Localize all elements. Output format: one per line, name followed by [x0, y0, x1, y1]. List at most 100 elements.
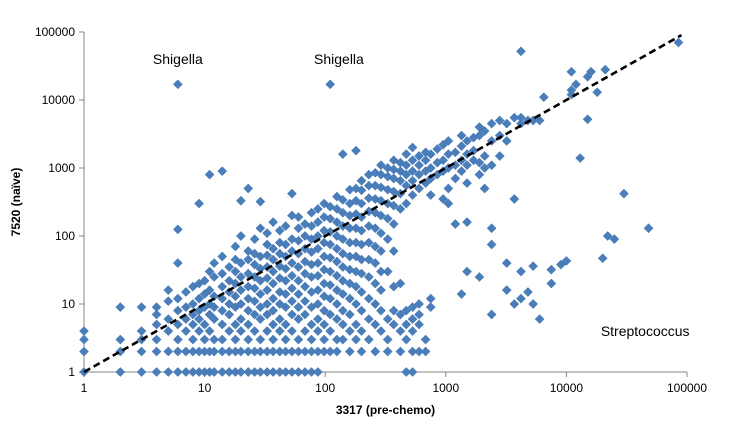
data-point	[420, 155, 431, 166]
x-tick-label: 10	[198, 381, 212, 395]
data-point	[262, 250, 273, 261]
data-point	[337, 194, 348, 205]
data-point	[425, 163, 436, 173]
data-point	[516, 266, 526, 277]
data-point	[363, 293, 374, 304]
data-point	[217, 166, 228, 176]
data-point	[293, 314, 304, 324]
data-point	[332, 346, 342, 357]
data-point	[115, 302, 126, 312]
data-point	[486, 309, 497, 320]
data-point	[376, 160, 386, 171]
data-point	[382, 346, 393, 357]
data-point	[163, 326, 174, 336]
data-point	[395, 204, 406, 214]
data-point	[382, 266, 393, 277]
data-point	[344, 278, 355, 289]
data-point	[414, 183, 424, 194]
data-point	[414, 346, 424, 357]
data-point	[249, 296, 260, 307]
data-point	[479, 151, 490, 161]
data-point	[332, 299, 342, 309]
data-point	[479, 163, 490, 173]
data-point	[268, 293, 279, 304]
data-point	[163, 314, 174, 324]
y-tick-labels: 1 10 100 1000 10000 100000	[35, 25, 84, 379]
data-point	[287, 326, 297, 336]
data-point	[313, 326, 323, 336]
data-point	[262, 299, 273, 309]
data-point	[163, 285, 174, 296]
data-point	[172, 346, 183, 357]
data-point	[236, 326, 246, 336]
data-point	[262, 239, 273, 250]
data-point	[571, 79, 581, 90]
data-point	[337, 289, 348, 299]
data-point	[582, 114, 593, 125]
data-point	[255, 367, 266, 377]
data-point	[450, 219, 461, 229]
data-point	[474, 122, 485, 132]
data-point	[337, 248, 348, 259]
data-point	[280, 221, 291, 231]
data-point	[370, 278, 381, 289]
data-point	[351, 251, 361, 262]
data-point	[287, 258, 297, 268]
data-point	[516, 46, 526, 57]
data-point	[243, 367, 254, 377]
data-point	[425, 190, 436, 200]
data-point	[395, 278, 406, 289]
data-point	[255, 196, 266, 207]
data-points	[79, 37, 684, 377]
data-point	[280, 319, 291, 330]
data-point	[337, 305, 348, 316]
data-point	[319, 319, 330, 330]
data-point	[313, 270, 323, 281]
data-point	[262, 273, 273, 284]
data-point	[217, 268, 228, 279]
data-point	[163, 296, 174, 307]
data-point	[456, 289, 467, 299]
data-point	[243, 305, 254, 316]
data-point	[319, 264, 330, 275]
y-tick-label: 100	[55, 229, 75, 243]
data-point	[313, 367, 323, 377]
data-point	[293, 212, 304, 222]
data-point	[204, 299, 215, 309]
data-point	[325, 213, 336, 224]
data-point	[370, 299, 381, 309]
data-point	[414, 160, 424, 171]
data-point	[181, 367, 191, 377]
data-point	[479, 126, 490, 136]
data-point	[462, 149, 472, 160]
data-point	[224, 309, 235, 320]
x-tick-labels: 1 10 100 1000 10000 100000	[81, 372, 707, 395]
data-point	[255, 302, 266, 312]
data-point	[255, 346, 266, 357]
data-point	[351, 299, 361, 309]
data-point	[370, 258, 381, 268]
data-point	[255, 334, 266, 345]
data-point	[172, 224, 183, 235]
data-point	[209, 302, 220, 312]
data-point	[534, 115, 545, 126]
data-point	[287, 234, 297, 244]
data-point	[376, 182, 386, 193]
data-point	[351, 183, 361, 194]
data-point	[268, 346, 279, 357]
data-point	[268, 278, 279, 289]
data-point	[274, 237, 285, 248]
data-point	[280, 302, 291, 312]
data-point	[407, 302, 418, 312]
data-point	[414, 151, 424, 161]
data-point	[319, 334, 330, 345]
data-point	[407, 314, 418, 324]
data-point	[313, 217, 323, 228]
data-point	[204, 169, 215, 180]
data-point	[319, 237, 330, 248]
data-point	[494, 115, 505, 126]
data-point	[425, 293, 436, 304]
data-point	[151, 319, 162, 330]
data-point	[274, 287, 285, 297]
data-point	[255, 223, 266, 234]
